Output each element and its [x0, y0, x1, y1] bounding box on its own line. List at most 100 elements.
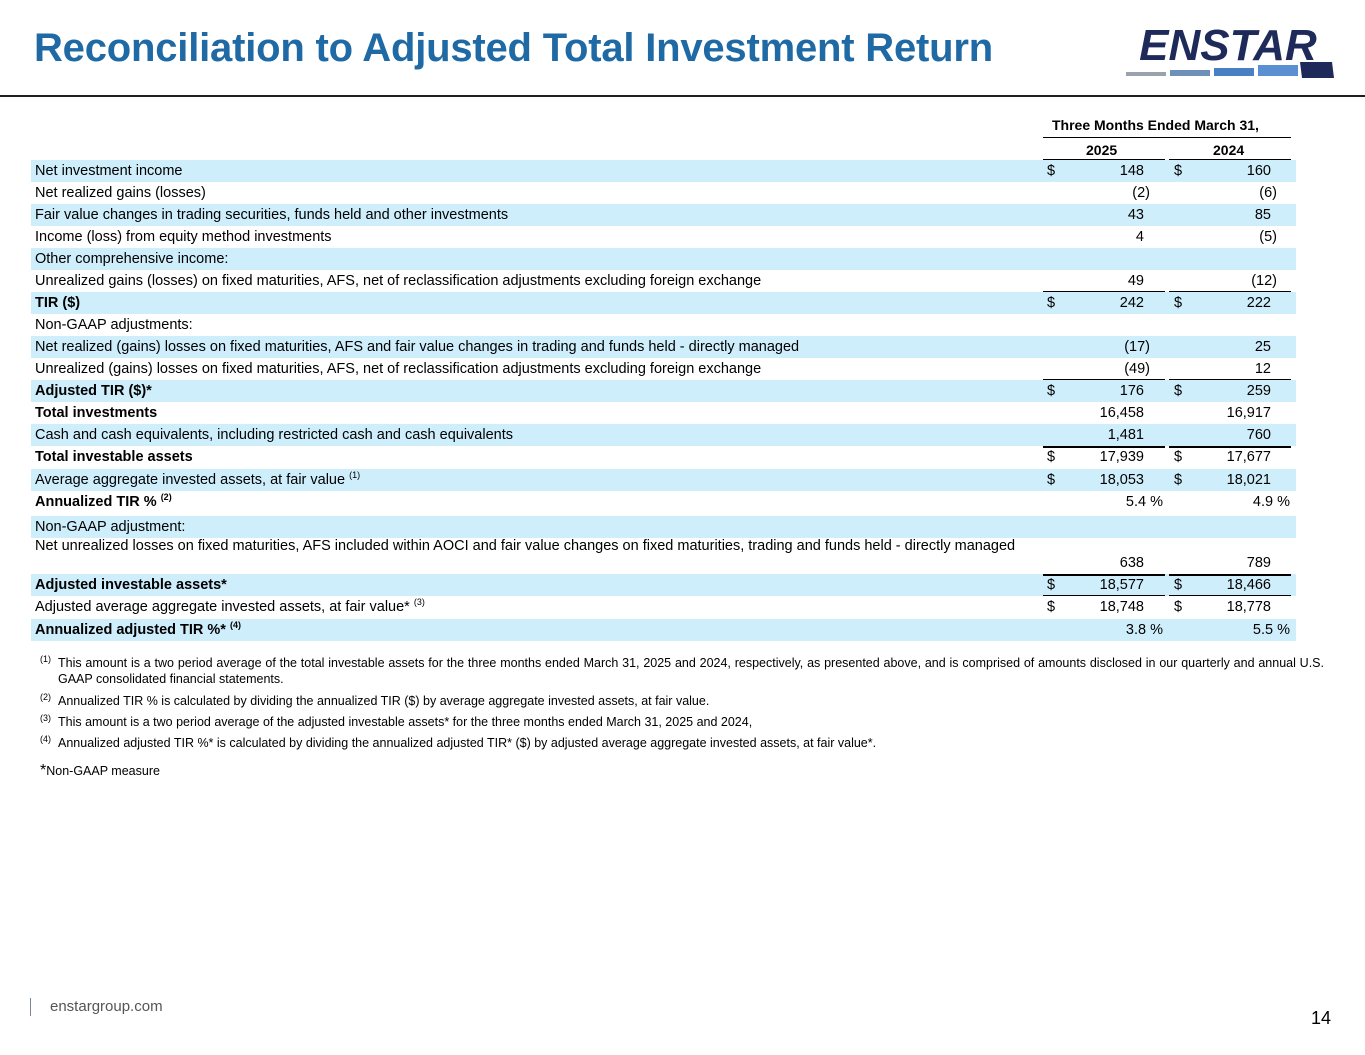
table-row: Total investments 16,458 16,917 [31, 402, 1296, 424]
column-2024: 2024 [1213, 142, 1245, 158]
value-2025: 18,053 [1099, 472, 1144, 488]
table-row: TIR ($) $ $242 222 [31, 292, 1296, 314]
value-2025: 176 [1119, 383, 1144, 399]
row-label: Adjusted investable assets* [35, 577, 227, 593]
column-2025: 2025 [1086, 142, 1118, 158]
value-2024: 17,677 [1226, 449, 1271, 465]
row-label: Annualized TIR % (2) [35, 492, 172, 511]
row-label: Unrealized gains (losses) on fixed matur… [35, 273, 762, 289]
row-label: Annualized adjusted TIR %* (4) [35, 620, 241, 639]
table-row: Cash and cash equivalents, including res… [31, 424, 1296, 446]
value-2024: 16,917 [1226, 405, 1271, 421]
enstar-logo: ENSTAR [1126, 21, 1334, 78]
currency-2025: $ [1047, 383, 1056, 399]
row-label: Other comprehensive income: [35, 251, 229, 267]
row-label: Non-GAAP adjustment: [35, 519, 186, 535]
row-label: Fair value changes in trading securities… [35, 207, 509, 223]
value-2025: 638 [1119, 555, 1144, 571]
table-row: Net investment income $ $148 160 [31, 160, 1296, 182]
row-label: Income (loss) from equity method investm… [35, 229, 332, 245]
row-label: Net unrealized losses on fixed maturitie… [35, 538, 1016, 554]
value-2025: 4 [1135, 229, 1144, 245]
table-row: Annualized TIR % (2) 5.4 % 4.9 % [31, 491, 1296, 516]
value-2025: 49 [1127, 273, 1144, 289]
value-2025: 1,481 [1107, 427, 1144, 443]
value-2025: 16,458 [1099, 405, 1144, 421]
footnote-3: (3) This amount is a two period average o… [40, 713, 753, 729]
value-2025: 3.8 % [1125, 622, 1163, 638]
currency-2025: $ [1047, 163, 1056, 179]
table-row: Adjusted average aggregate invested asse… [31, 596, 1296, 619]
value-2024: 5.5 % [1252, 622, 1290, 638]
reconciliation-table: Three Months Ended March 31, 2025 2024 N… [31, 114, 1296, 641]
value-2024: 222 [1246, 295, 1271, 311]
value-2024: 85 [1254, 207, 1271, 223]
table-period-header: Three Months Ended March 31, [31, 114, 1296, 138]
row-label: Non-GAAP adjustments: [35, 317, 193, 333]
value-2024: 18,021 [1226, 472, 1271, 488]
value-2024: 18,778 [1226, 599, 1271, 615]
currency-2025: $ [1047, 295, 1056, 311]
value-2024: (5) [1259, 229, 1277, 245]
value-2025: 18,748 [1099, 599, 1144, 615]
table-row: Net realized gains (losses) (2) (6) [31, 182, 1296, 204]
footnote-2: (2) Annualized TIR % is calculated by div… [40, 692, 710, 708]
value-2025: 5.4 % [1125, 494, 1163, 510]
currency-2024: $ [1174, 599, 1183, 615]
currency-2024: $ [1174, 383, 1183, 399]
svg-text:ENSTAR: ENSTAR [1139, 21, 1317, 70]
table-row: Adjusted investable assets* $ $18,577 18,46… [31, 574, 1296, 596]
value-2025: 17,939 [1099, 449, 1144, 465]
table-row: Annualized adjusted TIR %* (4) 3.8 % 5.5 % [31, 619, 1296, 641]
value-2024: 259 [1246, 383, 1271, 399]
non-gaap-note: *Non-GAAP measure [40, 762, 160, 779]
row-label: TIR ($) [35, 295, 81, 311]
footer-divider [30, 998, 31, 1016]
row-label: Adjusted average aggregate invested asse… [35, 597, 425, 616]
value-2025: 18,577 [1099, 577, 1144, 593]
footnote-4: (4) Annualized adjusted TIR %* is calcula… [40, 734, 877, 750]
currency-2024: $ [1174, 295, 1183, 311]
page-title: Reconciliation to Adjusted Total Investm… [34, 26, 993, 70]
currency-2025: $ [1047, 577, 1056, 593]
currency-2025: $ [1047, 599, 1056, 615]
value-2024: 18,466 [1226, 577, 1271, 593]
row-label: Total investments [35, 405, 158, 421]
value-2024: 760 [1246, 427, 1271, 443]
currency-2024: $ [1174, 577, 1183, 593]
value-2025: (17) [1124, 339, 1150, 355]
row-label: Average aggregate invested assets, at fa… [35, 470, 361, 489]
currency-2024: $ [1174, 163, 1183, 179]
table-year-header: 2025 2024 [31, 138, 1296, 160]
row-label: Adjusted TIR ($)* [35, 383, 152, 399]
value-2024: 789 [1246, 555, 1271, 571]
table-row: Total investable assets $ $17,939 17,677 [31, 446, 1296, 469]
row-label: Net realized (gains) losses on fixed mat… [35, 339, 800, 355]
page-number: 14 [1310, 1008, 1331, 1028]
value-2025: (49) [1124, 361, 1150, 377]
currency-2024: $ [1174, 472, 1183, 488]
value-2025: 43 [1127, 207, 1144, 223]
table-row: Non-GAAP adjustments: [31, 314, 1296, 336]
table-row: Non-GAAP adjustment: [31, 516, 1296, 538]
table-row: Unrealized gains (losses) on fixed matur… [31, 270, 1296, 292]
table-row: Net unrealized losses on fixed maturitie… [31, 538, 1296, 574]
value-2025: (2) [1132, 185, 1150, 201]
value-2025: 148 [1119, 163, 1144, 179]
header-divider [0, 95, 1365, 97]
currency-2024: $ [1174, 449, 1183, 465]
table-row: Net realized (gains) losses on fixed mat… [31, 336, 1296, 358]
row-label: Unrealized (gains) losses on fixed matur… [35, 361, 762, 377]
row-label: Net investment income [35, 163, 183, 179]
footnote-1: (1) This amount is a two period average o… [40, 654, 1324, 686]
value-2024: (12) [1251, 273, 1277, 289]
value-2024: 160 [1246, 163, 1271, 179]
footer-website: enstargroup.com [50, 998, 163, 1015]
value-2024: 25 [1254, 339, 1271, 355]
row-label: Cash and cash equivalents, including res… [35, 427, 513, 443]
value-2024: 12 [1254, 361, 1271, 377]
currency-2025: $ [1047, 449, 1056, 465]
table-row: Fair value changes in trading securities… [31, 204, 1296, 226]
value-2024: (6) [1259, 185, 1277, 201]
row-label: Total investable assets [35, 449, 193, 465]
